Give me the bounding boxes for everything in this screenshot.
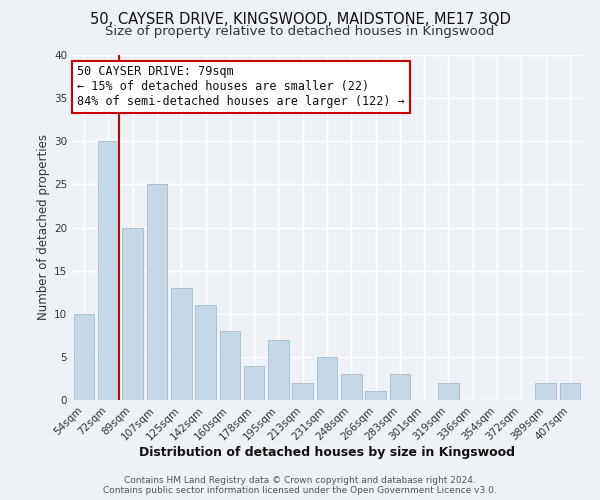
Bar xyxy=(220,331,240,400)
Bar xyxy=(389,374,410,400)
Bar xyxy=(74,314,94,400)
X-axis label: Distribution of detached houses by size in Kingswood: Distribution of detached houses by size … xyxy=(139,446,515,459)
Bar xyxy=(195,305,216,400)
Text: Contains HM Land Registry data © Crown copyright and database right 2024.
Contai: Contains HM Land Registry data © Crown c… xyxy=(103,476,497,495)
Y-axis label: Number of detached properties: Number of detached properties xyxy=(37,134,50,320)
Text: 50 CAYSER DRIVE: 79sqm
← 15% of detached houses are smaller (22)
84% of semi-det: 50 CAYSER DRIVE: 79sqm ← 15% of detached… xyxy=(77,66,405,108)
Text: Size of property relative to detached houses in Kingswood: Size of property relative to detached ho… xyxy=(106,25,494,38)
Bar xyxy=(535,383,556,400)
Bar xyxy=(292,383,313,400)
Bar xyxy=(98,141,119,400)
Bar xyxy=(244,366,265,400)
Bar xyxy=(171,288,191,400)
Bar xyxy=(268,340,289,400)
Bar xyxy=(122,228,143,400)
Bar xyxy=(438,383,459,400)
Bar xyxy=(365,392,386,400)
Bar xyxy=(146,184,167,400)
Text: 50, CAYSER DRIVE, KINGSWOOD, MAIDSTONE, ME17 3QD: 50, CAYSER DRIVE, KINGSWOOD, MAIDSTONE, … xyxy=(89,12,511,28)
Bar xyxy=(560,383,580,400)
Bar xyxy=(317,357,337,400)
Bar xyxy=(341,374,362,400)
